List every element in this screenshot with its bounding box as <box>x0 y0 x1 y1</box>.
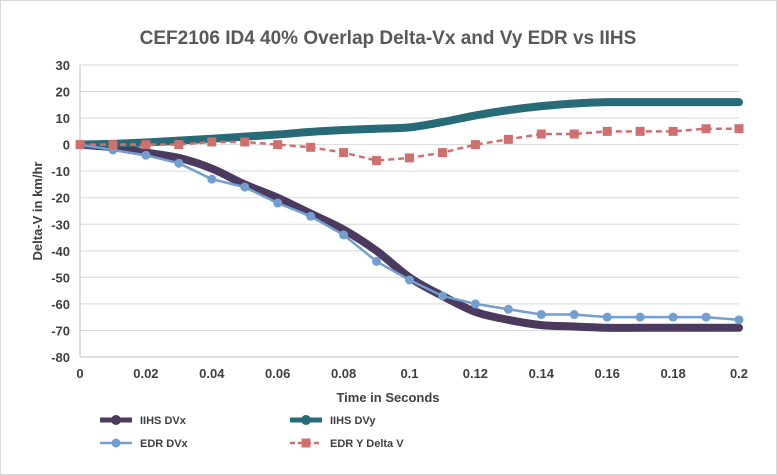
y-tick-label: -70 <box>51 323 70 338</box>
series-edr-dvx-point <box>635 312 645 322</box>
series-edr-dvx-point <box>273 198 283 208</box>
series-edr-dvx-point <box>207 174 217 184</box>
series-iihs-dvy-line <box>76 98 743 149</box>
y-tick-label: -30 <box>51 217 70 232</box>
series-edr-y-delta-v-point <box>174 140 184 150</box>
x-tick-label: 0.06 <box>265 366 290 381</box>
series-edr-y-delta-v-point <box>405 153 414 163</box>
legend-marker <box>301 415 311 425</box>
series-edr-dvx-point <box>569 310 579 320</box>
series-edr-dvx-point <box>470 299 480 309</box>
series-edr-dvx-point <box>339 230 349 240</box>
series-edr-dvx-point <box>306 211 316 221</box>
x-tick-label: 0.16 <box>595 366 620 381</box>
series-edr-y-delta-v-point <box>372 156 382 166</box>
y-tick-label: -60 <box>51 297 70 312</box>
series-edr-y-delta-v-point <box>536 129 546 139</box>
series-edr-y-delta-v-point <box>701 124 711 134</box>
x-tick-label: 0 <box>76 366 83 381</box>
series-edr-dvx-point <box>734 315 744 325</box>
series-edr-dvx-point <box>701 312 711 322</box>
y-tick-label: 30 <box>56 58 70 73</box>
x-tick-label: 0.04 <box>199 366 225 381</box>
series-edr-y-delta-v-point <box>306 142 316 152</box>
series-edr-y-delta-v-point <box>108 140 118 150</box>
series-edr-y-delta-v-point <box>240 137 250 147</box>
series-edr-dvx-point <box>405 275 414 285</box>
series-edr-y-delta-v-point <box>503 134 513 144</box>
series-edr-dvx-point <box>536 310 546 320</box>
x-tick-label: 0.2 <box>730 366 748 381</box>
series-edr-y-delta-v-point <box>339 148 349 158</box>
y-tick-label: -50 <box>51 270 70 285</box>
series-edr-dvx-point <box>372 256 382 266</box>
y-axis-label: Delta-V in km/hr <box>30 162 45 261</box>
series-edr-y-delta-v-point <box>734 124 744 134</box>
legend-label: IIHS DVy <box>330 415 376 427</box>
x-tick-label: 0.08 <box>331 366 356 381</box>
legend-label: EDR Y Delta V <box>330 438 404 450</box>
series-edr-dvx-point <box>668 312 678 322</box>
series-edr-y-delta-v-point <box>207 137 217 147</box>
series-edr-dvx-point <box>602 312 612 322</box>
x-tick-label: 0.02 <box>133 366 158 381</box>
x-tick-label: 0.14 <box>529 366 555 381</box>
series-edr-dvx-point <box>174 158 184 168</box>
y-tick-label: -40 <box>51 244 70 259</box>
legend-label: EDR DVx <box>140 438 189 450</box>
legend-label: IIHS DVx <box>140 415 187 427</box>
series-edr-dvx-point <box>141 150 151 160</box>
series-edr-y-delta-v-point <box>470 140 480 150</box>
series-edr-y-delta-v-point <box>273 140 283 150</box>
x-tick-label: 0.1 <box>400 366 418 381</box>
x-tick-label: 0.18 <box>660 366 685 381</box>
legend-marker <box>301 438 311 448</box>
legend-marker <box>111 415 121 425</box>
series-edr-y-delta-v-point <box>668 126 678 136</box>
y-tick-label: -10 <box>51 164 70 179</box>
series-edr-y-delta-v-point <box>569 129 579 139</box>
y-tick-label: 0 <box>63 138 70 153</box>
y-tick-label: 10 <box>56 111 70 126</box>
chart-title: CEF2106 ID4 40% Overlap Delta-Vx and Vy … <box>140 28 637 49</box>
series-edr-dvx-point <box>503 304 513 314</box>
x-axis-label: Time in Seconds <box>336 390 439 405</box>
series-edr-y-delta-v-point <box>635 126 645 136</box>
series-edr-y-delta-v-point <box>75 140 85 150</box>
series-edr-y-delta-v-point <box>602 126 612 136</box>
series-edr-dvx-point <box>437 291 447 301</box>
y-tick-label: -20 <box>51 191 70 206</box>
y-tick-label: 20 <box>56 85 70 100</box>
y-tick-label: -80 <box>51 350 70 365</box>
legend-marker <box>111 438 121 448</box>
series-edr-y-delta-v-point <box>437 148 447 158</box>
x-tick-label: 0.12 <box>463 366 488 381</box>
series-edr-y-delta-v-point <box>141 140 151 150</box>
series-edr-dvx-point <box>240 182 250 192</box>
